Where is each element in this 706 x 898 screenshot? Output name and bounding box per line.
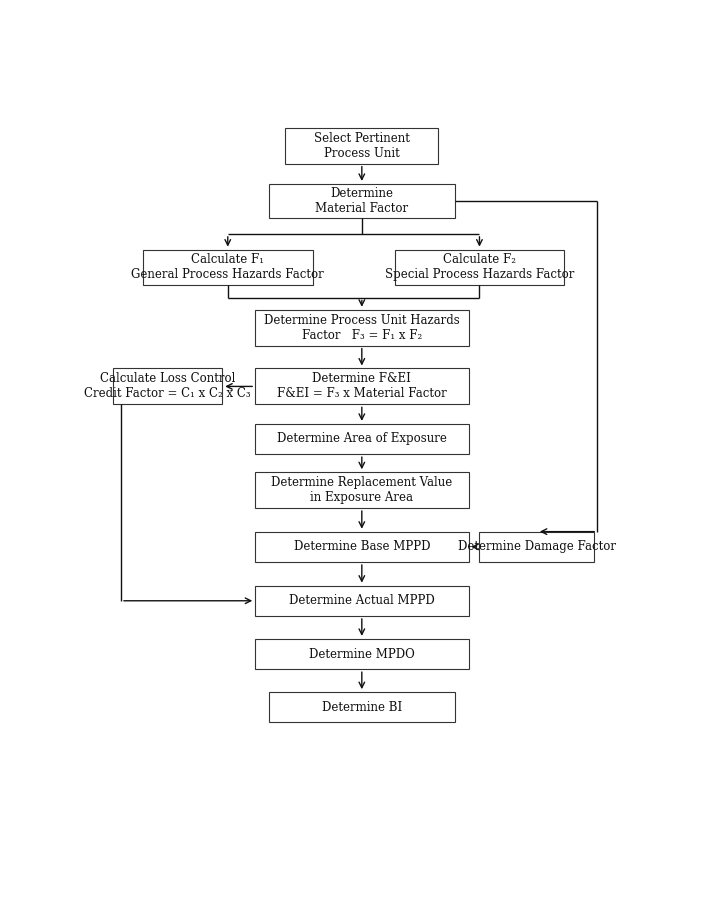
FancyBboxPatch shape [255, 472, 469, 508]
Text: Determine Damage Factor: Determine Damage Factor [458, 541, 616, 553]
FancyBboxPatch shape [269, 692, 455, 723]
Text: Determine Actual MPPD: Determine Actual MPPD [289, 594, 435, 607]
FancyBboxPatch shape [255, 638, 469, 669]
Text: Select Pertinent
Process Unit: Select Pertinent Process Unit [314, 132, 409, 160]
Text: Determine Process Unit Hazards
Factor   F₃ = F₁ x F₂: Determine Process Unit Hazards Factor F₃… [264, 313, 460, 341]
Text: Calculate F₂
Special Process Hazards Factor: Calculate F₂ Special Process Hazards Fac… [385, 253, 574, 281]
FancyBboxPatch shape [255, 310, 469, 346]
Text: Determine Base MPPD: Determine Base MPPD [294, 541, 430, 553]
Text: Determine BI: Determine BI [322, 700, 402, 714]
FancyBboxPatch shape [255, 532, 469, 562]
Text: Determine F&EI
F&EI = F₃ x Material Factor: Determine F&EI F&EI = F₃ x Material Fact… [277, 373, 447, 401]
FancyBboxPatch shape [113, 368, 222, 404]
FancyBboxPatch shape [143, 250, 313, 286]
FancyBboxPatch shape [479, 532, 594, 562]
FancyBboxPatch shape [395, 250, 564, 286]
Text: Determine Replacement Value
in Exposure Area: Determine Replacement Value in Exposure … [271, 476, 453, 504]
Text: Determine MPDO: Determine MPDO [309, 647, 414, 661]
FancyBboxPatch shape [255, 368, 469, 404]
Text: Calculate F₁
General Process Hazards Factor: Calculate F₁ General Process Hazards Fac… [131, 253, 324, 281]
Text: Determine
Material Factor: Determine Material Factor [316, 187, 408, 216]
Text: Calculate Loss Control
Credit Factor = C₁ x C₂ x C₃: Calculate Loss Control Credit Factor = C… [84, 373, 251, 401]
Text: Determine Area of Exposure: Determine Area of Exposure [277, 433, 447, 445]
FancyBboxPatch shape [255, 585, 469, 616]
FancyBboxPatch shape [285, 128, 438, 163]
FancyBboxPatch shape [255, 424, 469, 454]
FancyBboxPatch shape [269, 184, 455, 218]
